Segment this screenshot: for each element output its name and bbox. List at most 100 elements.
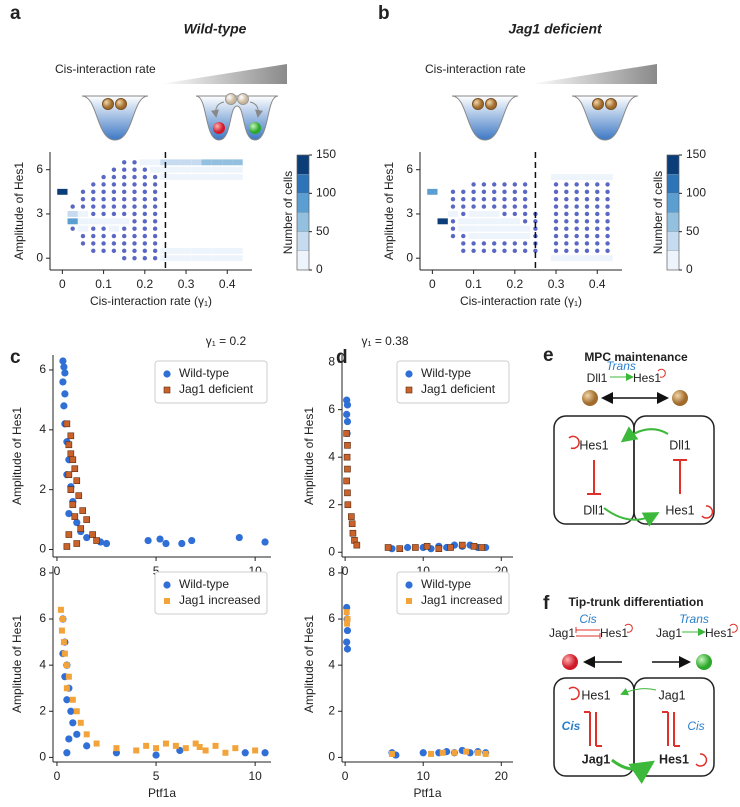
- x-tick-label: 0: [54, 769, 61, 783]
- inhibition: [662, 711, 680, 747]
- ball: [102, 98, 114, 110]
- colorbar-tick-label: 100: [686, 186, 706, 200]
- cell-dot: [605, 219, 610, 224]
- cell-dot: [595, 189, 600, 195]
- cell-dot: [461, 189, 466, 195]
- cell: [67, 211, 78, 217]
- ball: [605, 98, 617, 110]
- ball: [562, 654, 578, 670]
- cell-dot: [574, 189, 579, 195]
- cell-dot: [91, 189, 96, 195]
- cell-dot: [553, 219, 559, 224]
- cell: [592, 174, 603, 181]
- point: [69, 696, 76, 703]
- point: [93, 740, 100, 747]
- cell-dot: [152, 233, 158, 239]
- cell-dot: [142, 174, 148, 180]
- y-tick-label: 6: [406, 162, 413, 176]
- cell-dot: [142, 241, 148, 246]
- cell-dot: [142, 189, 148, 195]
- cell-dot: [564, 189, 569, 195]
- cell-dot: [492, 204, 497, 209]
- cell-dot: [512, 189, 518, 195]
- cell: [509, 233, 520, 240]
- legend-marker: [406, 598, 412, 604]
- point: [343, 609, 350, 616]
- cell-dot: [522, 197, 528, 202]
- cell-dot: [152, 256, 158, 261]
- cell-dot: [132, 174, 137, 180]
- y-tick-label: 8: [39, 565, 46, 579]
- point: [396, 545, 404, 552]
- point: [202, 747, 209, 754]
- cell: [160, 255, 171, 262]
- point: [69, 719, 77, 727]
- y-tick-label: 0: [328, 750, 335, 764]
- cell-dot: [122, 189, 127, 195]
- schema-text: Dll1: [587, 371, 608, 385]
- cell-dot: [142, 167, 148, 172]
- cell-dot: [152, 241, 158, 246]
- cell-dot: [512, 248, 518, 254]
- cell: [191, 247, 202, 254]
- cell: [201, 247, 212, 254]
- cell: [581, 255, 593, 262]
- point: [83, 742, 91, 750]
- y-tick-label: 2: [328, 703, 335, 717]
- arrow: [611, 758, 655, 784]
- cell-dot: [450, 204, 456, 209]
- point: [65, 471, 73, 479]
- point: [241, 749, 249, 757]
- well: [81, 95, 149, 141]
- cell: [191, 166, 202, 173]
- cell-dot: [605, 197, 610, 202]
- colorbar-tick-label: 150: [316, 147, 336, 161]
- cell: [489, 233, 500, 240]
- point: [61, 390, 69, 398]
- point: [458, 541, 466, 549]
- cell: [77, 218, 89, 225]
- panel-label: b: [378, 3, 390, 24]
- cell: [437, 218, 448, 225]
- point: [212, 742, 219, 749]
- illustration-b: Cis-interaction rate: [425, 62, 657, 141]
- y-tick-label: 8: [328, 565, 335, 579]
- cell-dot: [564, 219, 569, 224]
- point: [73, 518, 81, 527]
- cell-dot: [522, 211, 528, 217]
- cell-dot: [111, 182, 117, 187]
- cell: [222, 166, 233, 173]
- cell-dot: [533, 248, 538, 254]
- cell: [98, 218, 109, 225]
- cell-dot: [512, 197, 518, 202]
- colorbar-tick-label: 100: [316, 186, 336, 200]
- rate-label: Cis-interaction rate: [55, 62, 156, 76]
- colorbar-frame: [666, 154, 680, 271]
- cell: [211, 247, 223, 254]
- point: [65, 531, 73, 538]
- cell-dot: [132, 256, 137, 261]
- cell-dot: [450, 233, 456, 239]
- cell-dot: [152, 174, 158, 180]
- cell-dot: [152, 189, 158, 195]
- cell-dot: [502, 182, 507, 187]
- ball: [696, 654, 712, 670]
- cell-dot: [481, 241, 487, 246]
- inhibition: [673, 459, 687, 494]
- cell-dot: [152, 182, 158, 187]
- cell-dot: [142, 256, 148, 261]
- cell: [447, 211, 459, 217]
- cell: [149, 166, 161, 173]
- point: [353, 541, 361, 549]
- legend-label: Jag1 deficient: [179, 382, 254, 396]
- point: [144, 536, 152, 545]
- cell-dot: [502, 197, 507, 202]
- self-loop: [729, 623, 738, 633]
- cell-dot: [142, 233, 148, 239]
- cell: [222, 255, 233, 262]
- cell: [191, 174, 202, 181]
- cell: [468, 218, 479, 225]
- point: [384, 544, 392, 551]
- self-loop: [701, 505, 714, 519]
